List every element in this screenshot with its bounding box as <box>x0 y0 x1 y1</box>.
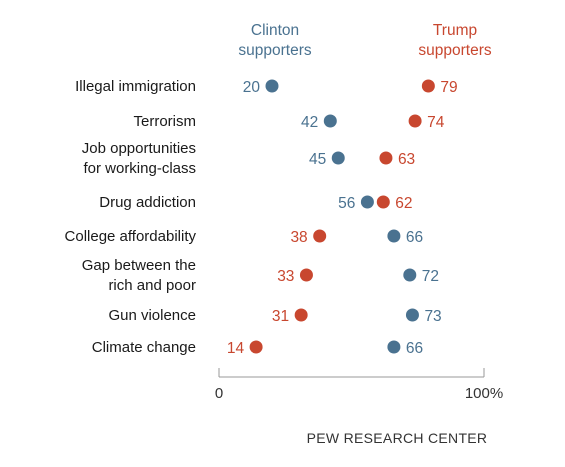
x-axis: 0 100% <box>215 368 503 402</box>
trump-value-label: 33 <box>277 268 294 285</box>
clinton-dot <box>323 114 337 128</box>
category-label: Illegal immigration <box>75 78 196 95</box>
trump-header-line-2: supporters <box>418 42 491 59</box>
category-label: Gun violence <box>108 307 196 324</box>
category-label: College affordability <box>65 228 197 245</box>
x-tick-label-100: 100% <box>465 385 503 402</box>
clinton-dot <box>387 340 401 354</box>
category-label: Gap between the <box>82 257 196 274</box>
trump-value-label: 38 <box>290 229 307 246</box>
trump-dot <box>421 79 435 93</box>
trump-dot <box>299 268 313 282</box>
clinton-value-label: 66 <box>406 340 423 357</box>
clinton-dot <box>265 79 279 93</box>
clinton-dot <box>331 151 345 165</box>
x-tick-label-0: 0 <box>215 385 223 402</box>
clinton-header-line-1: Clinton <box>251 22 299 39</box>
clinton-dot <box>360 195 374 209</box>
trump-value-label: 63 <box>398 151 415 168</box>
category-label: Drug addiction <box>99 194 196 211</box>
clinton-dot <box>387 229 401 243</box>
trump-dot <box>294 308 308 322</box>
clinton-dot <box>403 268 417 282</box>
category-label: Job opportunities <box>82 140 196 157</box>
category-label: Climate change <box>92 339 196 356</box>
clinton-value-label: 42 <box>301 114 318 131</box>
clinton-value-label: 20 <box>243 79 261 96</box>
clinton-value-label: 45 <box>309 151 326 168</box>
chart-rows: Illegal immigration 20 79 Terrorism 42 74 Job … <box>65 78 458 357</box>
clinton-value-label: 56 <box>338 195 355 212</box>
trump-value-label: 14 <box>227 340 245 357</box>
trump-value-label: 62 <box>395 195 412 212</box>
trump-dot <box>313 229 327 243</box>
clinton-value-label: 72 <box>422 268 439 285</box>
clinton-value-label: 73 <box>424 308 441 325</box>
trump-header-line-1: Trump <box>433 22 477 39</box>
trump-value-label: 79 <box>440 79 457 96</box>
clinton-dot <box>405 308 419 322</box>
source-label: PEW RESEARCH CENTER <box>307 430 488 446</box>
category-label: for working-class <box>83 160 196 177</box>
trump-value-label: 31 <box>272 308 289 325</box>
trump-dot <box>379 151 393 165</box>
category-label: Terrorism <box>134 113 197 130</box>
clinton-value-label: 66 <box>406 229 423 246</box>
category-label: rich and poor <box>108 277 196 294</box>
trump-dot <box>408 114 422 128</box>
clinton-header-line-2: supporters <box>238 42 311 59</box>
trump-dot <box>376 195 390 209</box>
trump-dot <box>249 340 263 354</box>
trump-value-label: 74 <box>427 114 445 131</box>
series-headers: Clinton supporters Trump supporters <box>238 22 491 59</box>
